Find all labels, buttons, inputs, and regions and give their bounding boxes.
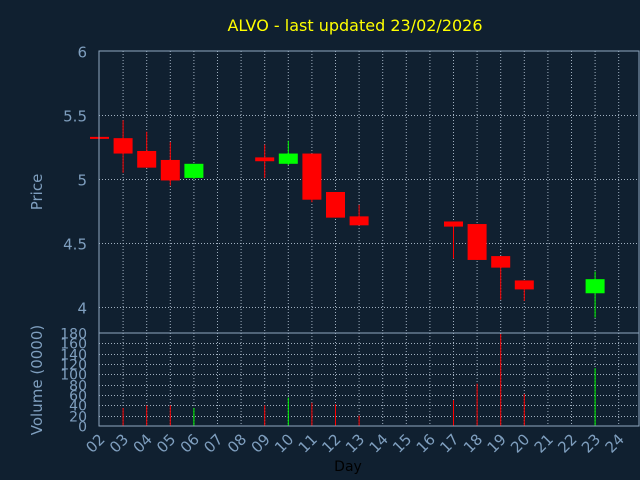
day-tick-label: 15 <box>389 430 415 456</box>
day-tick-label: 11 <box>295 430 321 456</box>
volume-tick-label: 40 <box>69 399 87 415</box>
price-tick-label: 4.5 <box>63 236 87 254</box>
candle-body <box>514 280 534 290</box>
volume-tick-label: 160 <box>60 337 87 353</box>
volume-bars <box>122 334 596 426</box>
day-tick-label: 16 <box>413 430 439 456</box>
price-tick-label: 4 <box>77 300 87 318</box>
day-tick-label: 19 <box>484 430 510 456</box>
day-tick-label: 05 <box>153 430 179 456</box>
day-tick-label: 14 <box>366 430 392 456</box>
chart-title: ALVO - last updated 23/02/2026 <box>227 16 482 35</box>
day-tick-label: 23 <box>578 430 604 456</box>
price-y-ticks: 4 4.5 5 5.5 6 <box>63 44 87 318</box>
day-tick-label: 21 <box>531 430 557 456</box>
price-tick-label: 5.5 <box>63 108 87 126</box>
volume-axis-label: Volume (0000) <box>28 325 46 435</box>
day-x-ticks: 0203040506070809101112131415161718192021… <box>82 430 627 456</box>
volume-tick-label: 0 <box>78 420 87 436</box>
price-panel-frame <box>98 50 640 334</box>
day-tick-label: 20 <box>507 430 533 456</box>
candle-body <box>585 279 605 294</box>
day-tick-label: 22 <box>554 430 580 456</box>
volume-grid <box>99 333 639 426</box>
day-tick-label: 10 <box>271 430 297 456</box>
candle-body <box>326 192 345 218</box>
volume-tick-label: 100 <box>60 368 87 384</box>
volume-tick-label: 120 <box>60 358 87 374</box>
day-tick-label: 17 <box>436 430 462 456</box>
day-tick-label: 09 <box>248 430 274 456</box>
volume-tick-label: 60 <box>69 389 87 405</box>
candle-body <box>137 150 157 168</box>
candle-body <box>160 159 180 181</box>
day-tick-label: 12 <box>318 430 344 456</box>
candle-body <box>467 224 487 260</box>
day-tick-label: 18 <box>460 430 486 456</box>
day-tick-label: 24 <box>602 430 628 456</box>
candle-body <box>278 153 298 164</box>
day-tick-label: 04 <box>130 430 156 456</box>
candle-body <box>255 157 275 162</box>
price-tick-label: 6 <box>77 44 87 62</box>
volume-tick-label: 80 <box>69 379 87 395</box>
candle-body <box>302 153 322 200</box>
day-tick-label: 06 <box>177 430 203 456</box>
day-tick-label: 13 <box>342 430 368 456</box>
candle-body <box>184 163 204 178</box>
price-tick-label: 5 <box>77 172 87 190</box>
volume-tick-label: 180 <box>60 327 87 343</box>
volume-panel-frame <box>98 332 640 427</box>
candle-body <box>491 256 511 268</box>
price-grid <box>99 51 639 333</box>
volume-tick-label: 20 <box>69 410 87 426</box>
candle-body <box>444 221 463 227</box>
day-tick-label: 08 <box>224 430 250 456</box>
day-tick-label: 07 <box>200 430 226 456</box>
price-candles <box>90 120 605 318</box>
day-tick-label: 03 <box>106 430 132 456</box>
price-axis-label: Price <box>28 174 46 211</box>
candle-body <box>113 138 133 154</box>
volume-tick-label: 140 <box>60 348 87 364</box>
x-axis-label: Day <box>334 459 362 475</box>
candle-body <box>349 216 369 226</box>
